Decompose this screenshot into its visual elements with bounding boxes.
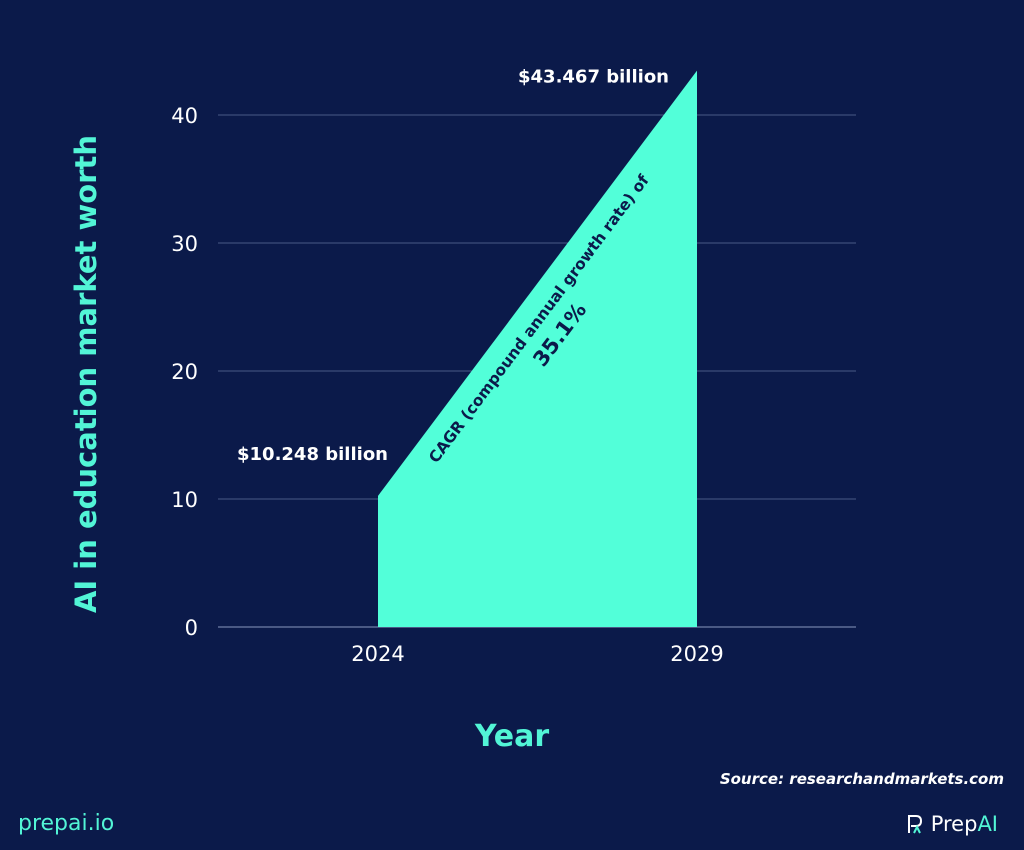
logo-text-ai: AI — [977, 812, 998, 836]
prepai-logo: PrepAI — [905, 812, 998, 836]
y-axis-title: AI in education market worth — [69, 135, 103, 613]
site-link[interactable]: prepai.io — [18, 811, 115, 836]
data-label-2024: $10.248 billion — [237, 444, 388, 465]
prepai-logo-icon — [907, 815, 922, 834]
data-label-2029: $43.467 billion — [518, 67, 669, 88]
y-tick-label-10: 10 — [171, 488, 198, 512]
x-axis-title: Year — [474, 719, 550, 754]
logo-text-prep: Prep — [930, 812, 978, 836]
area-fill — [378, 70, 697, 628]
source-note: Source: researchandmarkets.com — [720, 770, 1004, 788]
y-tick-label-20: 20 — [171, 360, 198, 384]
x-tick-label-2029: 2029 — [670, 642, 723, 666]
y-tick-label-30: 30 — [171, 232, 198, 256]
y-tick-label-40: 40 — [171, 104, 198, 128]
x-tick-layer: 2024 2029 — [351, 642, 723, 666]
y-tick-layer: 0 10 20 30 40 — [171, 104, 198, 640]
y-tick-label-0: 0 — [185, 616, 198, 640]
x-tick-label-2024: 2024 — [351, 642, 404, 666]
